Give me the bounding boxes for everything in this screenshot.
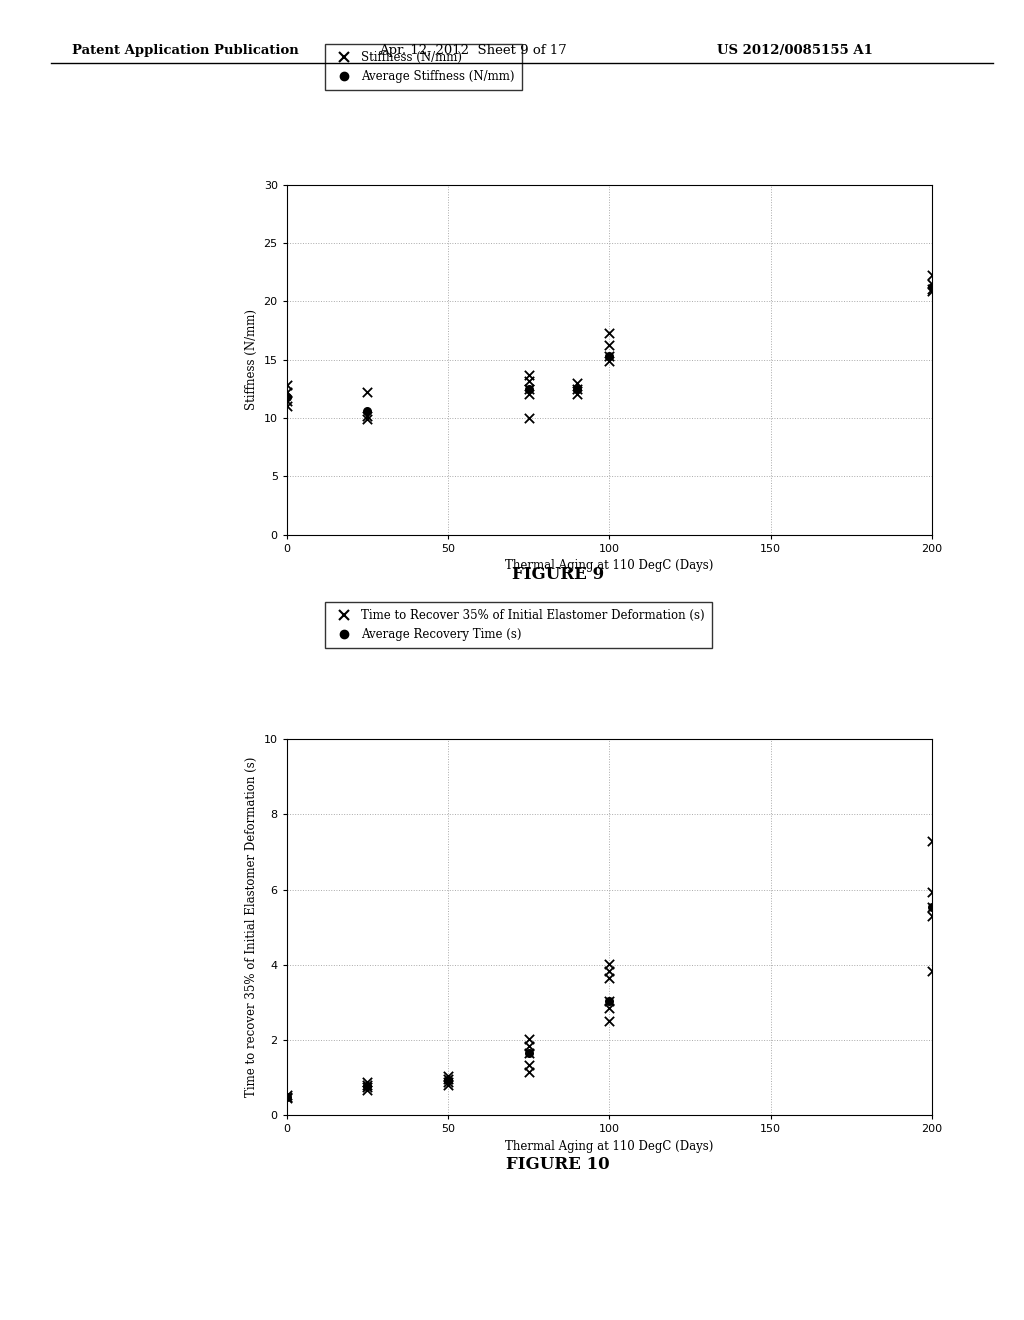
Point <box>279 396 295 417</box>
Point <box>601 990 617 1011</box>
Point <box>440 1068 457 1089</box>
Legend: Stiffness (N/mm), Average Stiffness (N/mm): Stiffness (N/mm), Average Stiffness (N/m… <box>325 44 522 90</box>
Point <box>601 968 617 989</box>
Point <box>924 280 940 301</box>
Point <box>440 1071 457 1092</box>
Point <box>601 346 617 367</box>
Point <box>520 1043 537 1064</box>
Point <box>520 1055 537 1076</box>
Point <box>359 1072 376 1093</box>
Legend: Time to Recover 35% of Initial Elastomer Deformation (s), Average Recovery Time : Time to Recover 35% of Initial Elastomer… <box>325 602 712 648</box>
Point <box>359 1080 376 1101</box>
Point <box>520 370 537 391</box>
Point <box>569 383 586 404</box>
Y-axis label: Time to recover 35% of Initial Elastomer Deformation (s): Time to recover 35% of Initial Elastomer… <box>245 758 258 1097</box>
Point <box>601 990 617 1011</box>
Point <box>279 387 295 408</box>
Point <box>924 896 940 917</box>
Point <box>924 264 940 285</box>
Point <box>569 379 586 400</box>
Point <box>279 1086 295 1107</box>
Point <box>924 906 940 927</box>
Point <box>279 1088 295 1109</box>
Point <box>279 1084 295 1105</box>
Point <box>520 1035 537 1056</box>
Text: US 2012/0085155 A1: US 2012/0085155 A1 <box>717 44 872 57</box>
Point <box>359 405 376 426</box>
Text: Apr. 12, 2012  Sheet 9 of 17: Apr. 12, 2012 Sheet 9 of 17 <box>379 44 566 57</box>
Point <box>520 383 537 404</box>
Point <box>520 379 537 400</box>
Text: Patent Application Publication: Patent Application Publication <box>72 44 298 57</box>
Point <box>601 322 617 343</box>
Point <box>520 1043 537 1064</box>
Point <box>520 408 537 429</box>
Point <box>924 830 940 851</box>
Point <box>924 277 940 298</box>
X-axis label: Thermal Aging at 110 DegC (Days): Thermal Aging at 110 DegC (Days) <box>505 560 714 572</box>
Point <box>279 375 295 396</box>
X-axis label: Thermal Aging at 110 DegC (Days): Thermal Aging at 110 DegC (Days) <box>505 1140 714 1152</box>
Point <box>601 346 617 367</box>
Point <box>924 960 940 981</box>
Point <box>440 1074 457 1096</box>
Point <box>924 896 940 917</box>
Point <box>601 953 617 974</box>
Point <box>359 1074 376 1096</box>
Point <box>279 1086 295 1107</box>
Point <box>924 279 940 300</box>
Point <box>601 1010 617 1031</box>
Point <box>601 334 617 355</box>
Point <box>359 1077 376 1098</box>
Point <box>924 273 940 294</box>
Point <box>601 998 617 1019</box>
Point <box>440 1065 457 1086</box>
Point <box>440 1069 457 1090</box>
Point <box>279 389 295 411</box>
Point <box>569 372 586 393</box>
Text: FIGURE 10: FIGURE 10 <box>506 1156 610 1172</box>
Point <box>359 381 376 403</box>
Point <box>279 381 295 403</box>
Point <box>520 379 537 400</box>
Point <box>569 379 586 400</box>
Point <box>520 364 537 385</box>
Point <box>359 1076 376 1097</box>
Point <box>601 960 617 981</box>
Point <box>924 880 940 902</box>
Y-axis label: Stiffness (N/mm): Stiffness (N/mm) <box>245 309 258 411</box>
Point <box>601 350 617 371</box>
Text: FIGURE 9: FIGURE 9 <box>512 566 604 582</box>
Point <box>520 1061 537 1082</box>
Point <box>359 400 376 421</box>
Point <box>520 1028 537 1049</box>
Point <box>359 409 376 430</box>
